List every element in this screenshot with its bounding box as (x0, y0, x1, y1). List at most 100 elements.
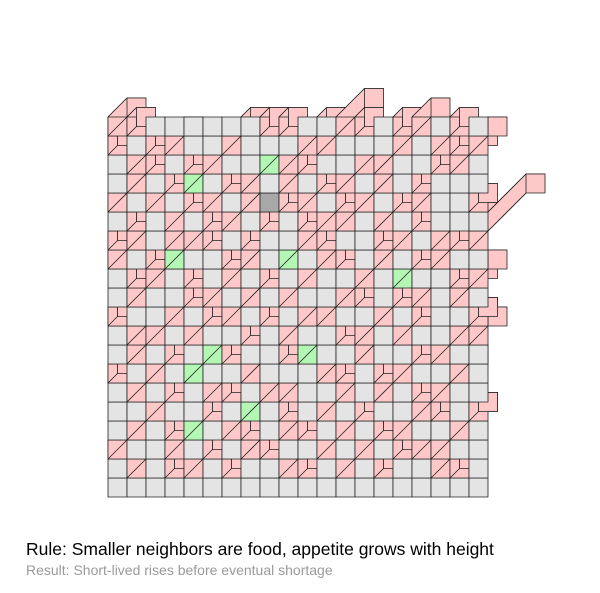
ground-cell (107, 477, 128, 498)
ground-cell (164, 363, 185, 384)
ground-cell (354, 477, 375, 498)
ground-cell (164, 325, 185, 346)
ground-cell (126, 363, 147, 384)
ground-cell (335, 439, 356, 460)
ground-cell (373, 268, 394, 289)
ground-cell (430, 192, 451, 213)
ground-cell (411, 154, 432, 175)
block-cap (430, 97, 451, 118)
ground-cell (221, 287, 242, 308)
ground-cell (449, 173, 470, 194)
ground-cell (335, 306, 356, 327)
ground-cell (145, 287, 166, 308)
ground-cell (240, 382, 261, 403)
ground-cell (221, 477, 242, 498)
ground-cell (354, 135, 375, 156)
ground-cell (145, 477, 166, 498)
ground-cell (430, 116, 451, 137)
ground-cell (411, 363, 432, 384)
ground-cell (373, 116, 394, 137)
ground-cell (126, 477, 147, 498)
ground-cell (373, 344, 394, 365)
ground-cell (297, 249, 318, 270)
ground-cell (240, 154, 261, 175)
rule-caption: Rule: Smaller neighbors are food, appeti… (26, 539, 494, 559)
ground-cell (278, 268, 299, 289)
ground-cell (297, 363, 318, 384)
ground-cell (449, 192, 470, 213)
ground-cell (449, 477, 470, 498)
ground-cell (468, 211, 489, 232)
ground-cell (430, 325, 451, 346)
ground-cell (145, 211, 166, 232)
ground-cell (221, 363, 242, 384)
ground-cell (221, 401, 242, 422)
ground-cell (164, 154, 185, 175)
ground-cell (221, 192, 242, 213)
ground-cell (183, 249, 204, 270)
ground-cell (354, 211, 375, 232)
ground-cell (449, 306, 470, 327)
ground-cell (259, 249, 280, 270)
ground-cell (430, 420, 451, 441)
ground-cell (164, 192, 185, 213)
ground-cell (259, 173, 280, 194)
ground-cell (278, 211, 299, 232)
ground-cell (449, 382, 470, 403)
ground-cell (145, 439, 166, 460)
ground-cell (449, 401, 470, 422)
ground-cell (240, 344, 261, 365)
ground-cell (126, 249, 147, 270)
ground-cell (335, 477, 356, 498)
height-grid (107, 88, 546, 498)
ground-cell (392, 344, 413, 365)
ground-cell (411, 325, 432, 346)
ground-cell (202, 116, 223, 137)
ground-cell (468, 287, 489, 308)
ground-cell (468, 477, 489, 498)
ground-cell (145, 458, 166, 479)
ground-cell (354, 249, 375, 270)
ground-cell (259, 420, 280, 441)
ground-cell (297, 401, 318, 422)
ground-cell (126, 306, 147, 327)
ground-cell (449, 211, 470, 232)
ground-cell (411, 268, 432, 289)
ground-cell (449, 249, 470, 270)
ground-cell (316, 477, 337, 498)
ground-cell (392, 401, 413, 422)
ground-cell (107, 287, 128, 308)
ground-cell (107, 420, 128, 441)
ground-cell (316, 116, 337, 137)
ground-cell (145, 382, 166, 403)
ground-cell (392, 249, 413, 270)
ground-cell (373, 192, 394, 213)
ground-cell (145, 116, 166, 137)
ground-cell (430, 477, 451, 498)
ground-cell (183, 116, 204, 137)
ground-cell (126, 192, 147, 213)
ground-cell (278, 306, 299, 327)
ground-cell (240, 458, 261, 479)
ground-cell (259, 458, 280, 479)
ground-cell (335, 401, 356, 422)
ground-cell (449, 344, 470, 365)
ground-cell (468, 420, 489, 441)
ground-cell (373, 135, 394, 156)
ground-cell (164, 287, 185, 308)
ground-cell (202, 249, 223, 270)
ground-cell (221, 116, 242, 137)
ground-cell (202, 268, 223, 289)
ground-cell (354, 230, 375, 251)
ground-cell (354, 458, 375, 479)
ground-cell (164, 477, 185, 498)
ground-cell (202, 477, 223, 498)
ground-cell (335, 268, 356, 289)
ground-cell (354, 382, 375, 403)
ground-cell (411, 420, 432, 441)
ground-cell (335, 344, 356, 365)
ground-cell (240, 116, 261, 137)
ground-cell (430, 287, 451, 308)
ground-cell (354, 363, 375, 384)
ground-cell (354, 173, 375, 194)
